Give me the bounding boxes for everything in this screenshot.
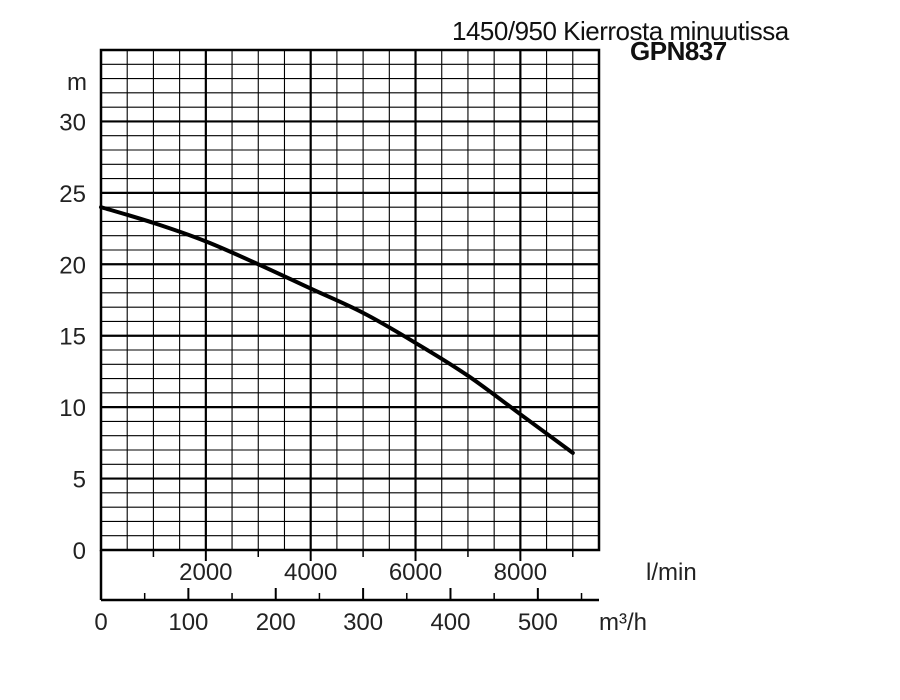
- y-tick-label: 10: [59, 395, 86, 422]
- x2-tick-label: 100: [168, 609, 208, 636]
- major-grid: [101, 50, 599, 550]
- y-tick-label: 5: [73, 467, 86, 494]
- x2-tick-label: 400: [430, 609, 470, 636]
- plot-frame: [99, 48, 601, 602]
- plot-border: [99, 48, 601, 552]
- x-axis-m3h-ticks: 0 100 200 300 400 500: [94, 588, 583, 636]
- y-tick-label: 30: [59, 109, 86, 136]
- x-axis-lmin-ticks: 2000 4000 6000 8000: [152, 550, 574, 586]
- x1-tick-label: 4000: [284, 559, 337, 586]
- series-group: [99, 205, 575, 455]
- x2-tick-label: 300: [343, 609, 383, 636]
- axis-labels: m l/min m³/h: [67, 69, 697, 636]
- chart-subtitle: GPN837: [630, 36, 727, 66]
- chart-title: 1450/950 Kierrosta minuutissa: [452, 16, 789, 46]
- y-axis-ticks: 0 5 10 15 20 25 30: [59, 109, 86, 565]
- x-axis-lmin-label: l/min: [646, 559, 697, 586]
- x1-tick-label: 6000: [389, 559, 442, 586]
- x2-tick-label: 0: [94, 609, 107, 636]
- y-tick-label: 0: [73, 538, 86, 565]
- y-tick-label: 25: [59, 181, 86, 208]
- x-axis-m3h-label: m³/h: [599, 609, 647, 636]
- pump-curve-line: [99, 205, 575, 455]
- x1-tick-label: 2000: [179, 559, 232, 586]
- x2-tick-label: 500: [518, 609, 558, 636]
- y-tick-label: 15: [59, 324, 86, 351]
- x2-tick-label: 200: [256, 609, 296, 636]
- x1-tick-label: 8000: [494, 559, 547, 586]
- y-axis-label: m: [67, 69, 87, 96]
- minor-grid: [101, 50, 599, 550]
- y-tick-label: 20: [59, 252, 86, 279]
